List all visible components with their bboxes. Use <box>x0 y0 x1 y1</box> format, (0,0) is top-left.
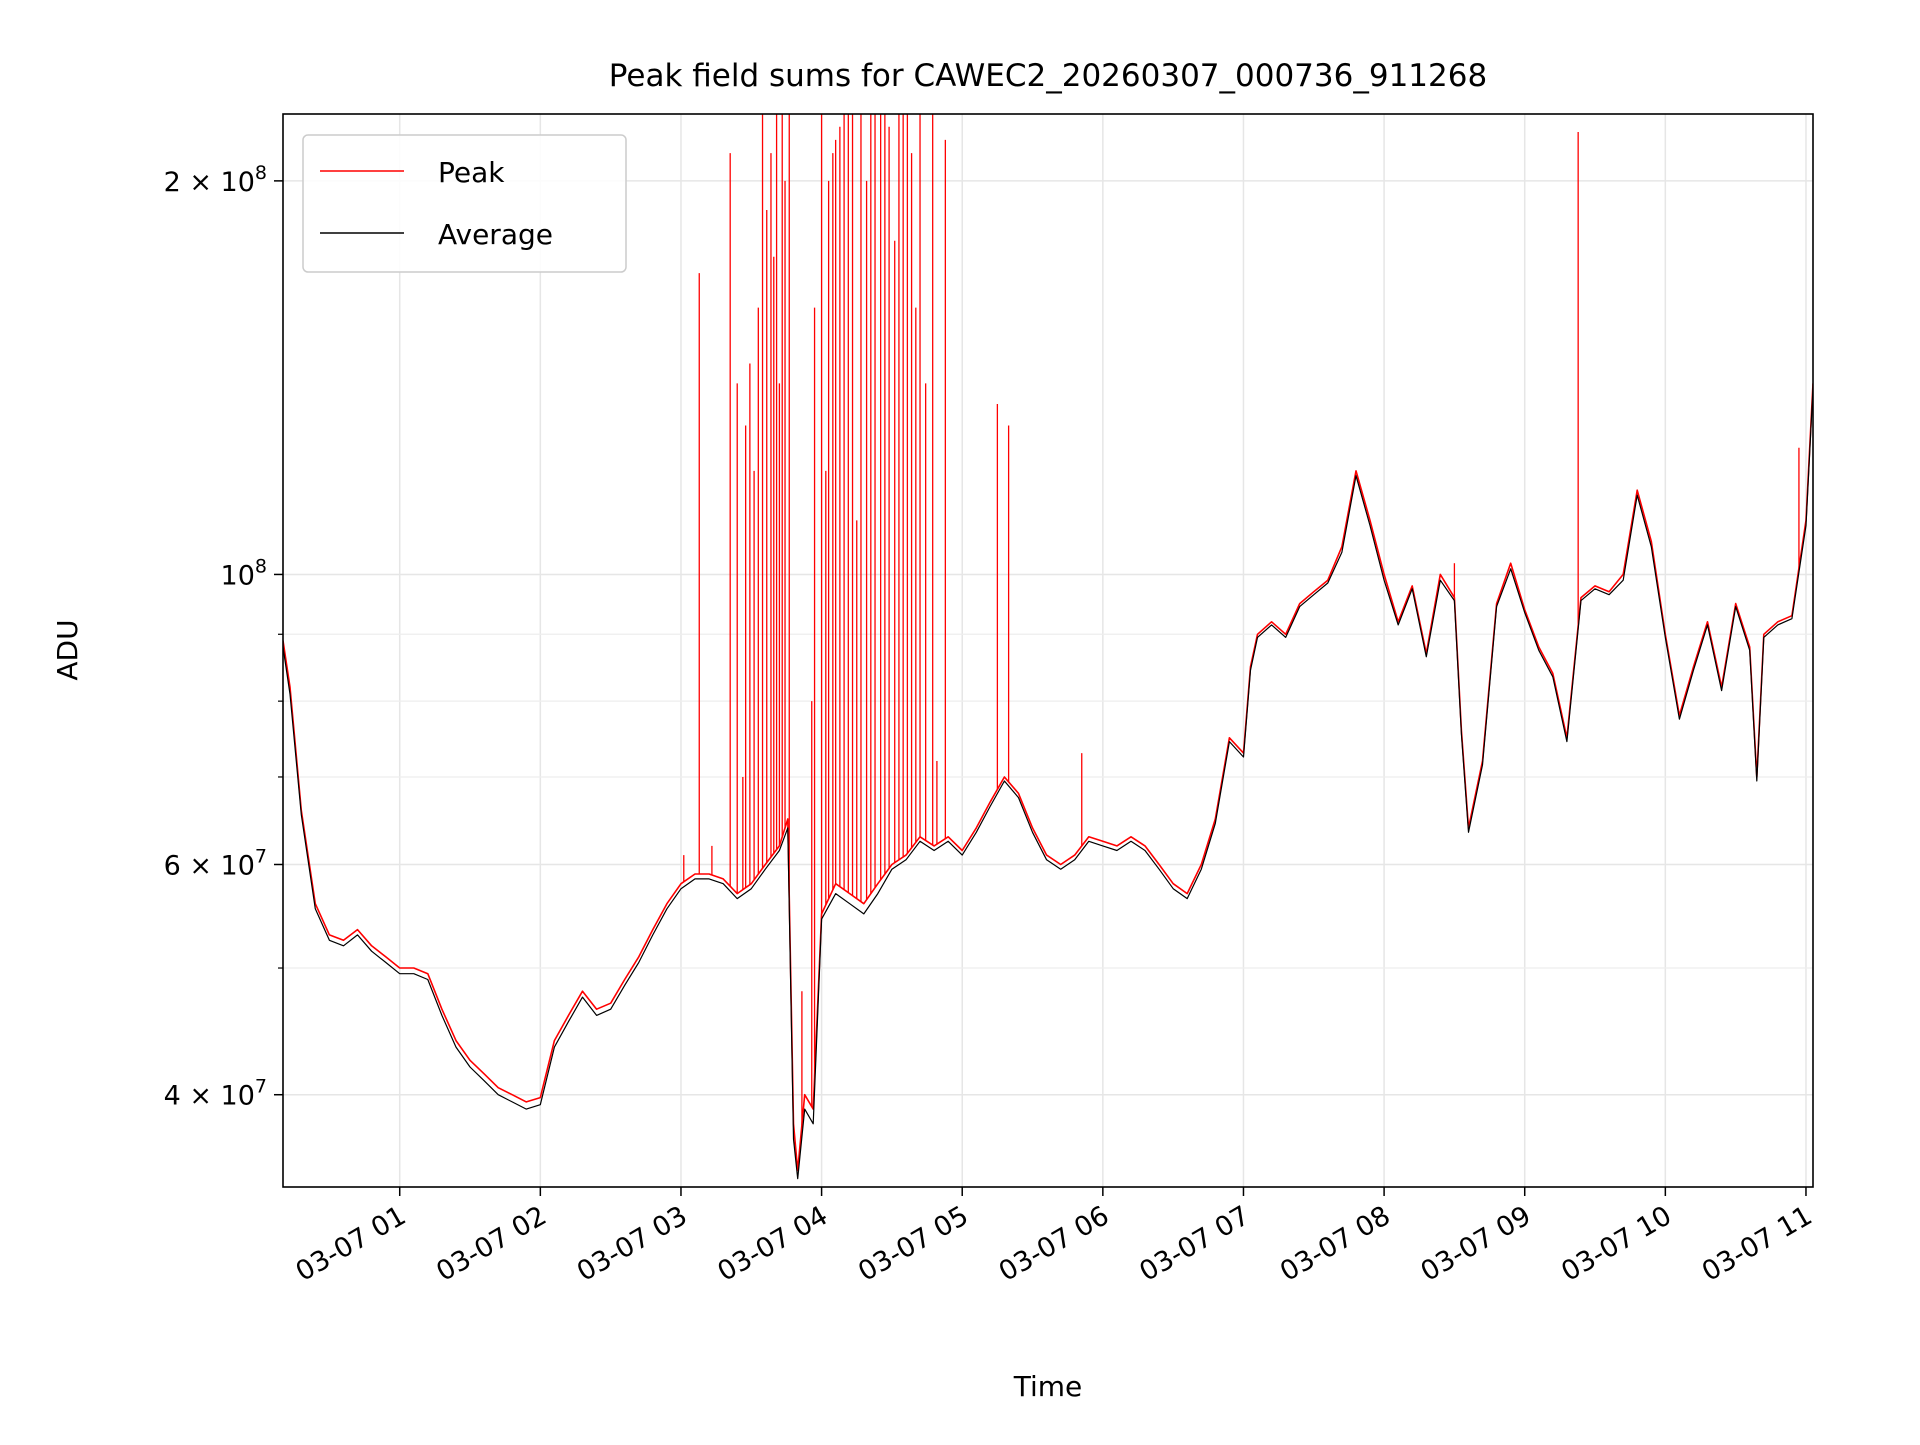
chart-title: Peak field sums for CAWEC2_20260307_0007… <box>609 58 1487 94</box>
average-series-line <box>283 387 1813 1180</box>
axes-frame <box>282 113 1814 1188</box>
y-tick-label: 6 × 107 <box>164 845 267 881</box>
x-axis-label: Time <box>1013 1370 1083 1403</box>
plot-area <box>283 114 1813 1180</box>
y-tick-label: 2 × 108 <box>164 162 267 198</box>
legend-average-label: Average <box>438 218 553 251</box>
grid <box>283 114 1813 1187</box>
y-tick-label: 4 × 107 <box>164 1076 267 1112</box>
y-axis-label: ADU <box>51 619 84 680</box>
peak-series-line <box>283 383 1813 1172</box>
legend-peak-label: Peak <box>438 156 505 189</box>
legend: Peak Average <box>302 134 627 273</box>
legend-box <box>302 134 627 273</box>
y-tick-label: 108 <box>221 555 267 591</box>
